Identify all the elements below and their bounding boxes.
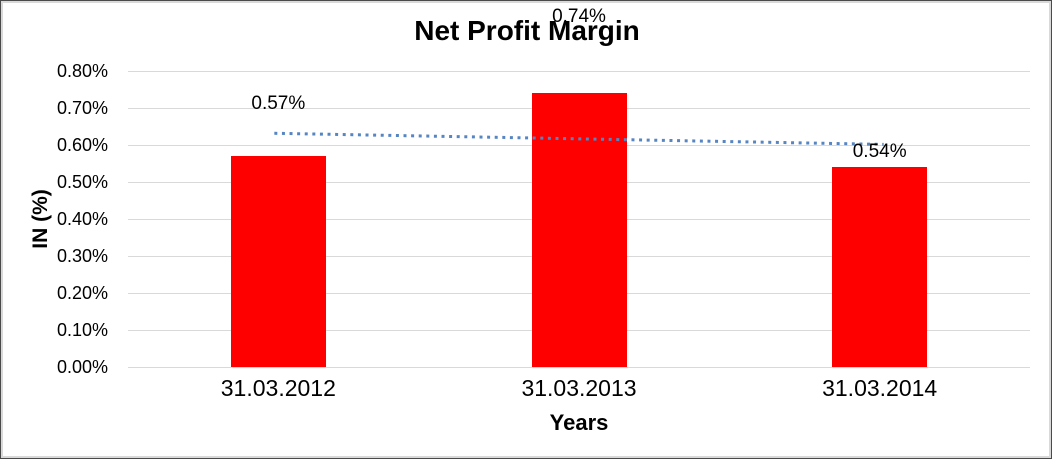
y-tick-label: 0.80% — [56, 61, 108, 81]
bar-31.03.2012 — [230, 156, 326, 367]
x-axis-line — [128, 367, 1030, 368]
y-tick-label: 0.10% — [56, 320, 108, 340]
trendline-path — [274, 131, 884, 146]
gridline — [128, 71, 1030, 72]
x-axis-title: Years — [549, 410, 609, 435]
y-tick-label: 0.20% — [56, 283, 108, 303]
y-tick-label: 0.50% — [56, 172, 108, 192]
y-tick-label: 0.60% — [56, 135, 108, 155]
y-tick-label: 0.30% — [56, 246, 108, 266]
bar-data-label: 0.57% — [251, 93, 306, 115]
bar-data-label: 0.54% — [852, 141, 907, 163]
y-tick-label: 0.70% — [56, 98, 108, 118]
x-tick-label: 31.03.2014 — [822, 375, 938, 401]
bar-data-label: 0.74% — [552, 6, 606, 28]
x-tick-label: 31.03.2013 — [521, 375, 637, 401]
y-tick-label: 0.40% — [56, 209, 108, 229]
chart-title: Net Profit Margin — [414, 15, 640, 46]
x-tick-label: 31.03.2012 — [220, 375, 336, 401]
bar-31.03.2014 — [832, 167, 928, 367]
y-tick-label: 0.00% — [56, 357, 108, 377]
